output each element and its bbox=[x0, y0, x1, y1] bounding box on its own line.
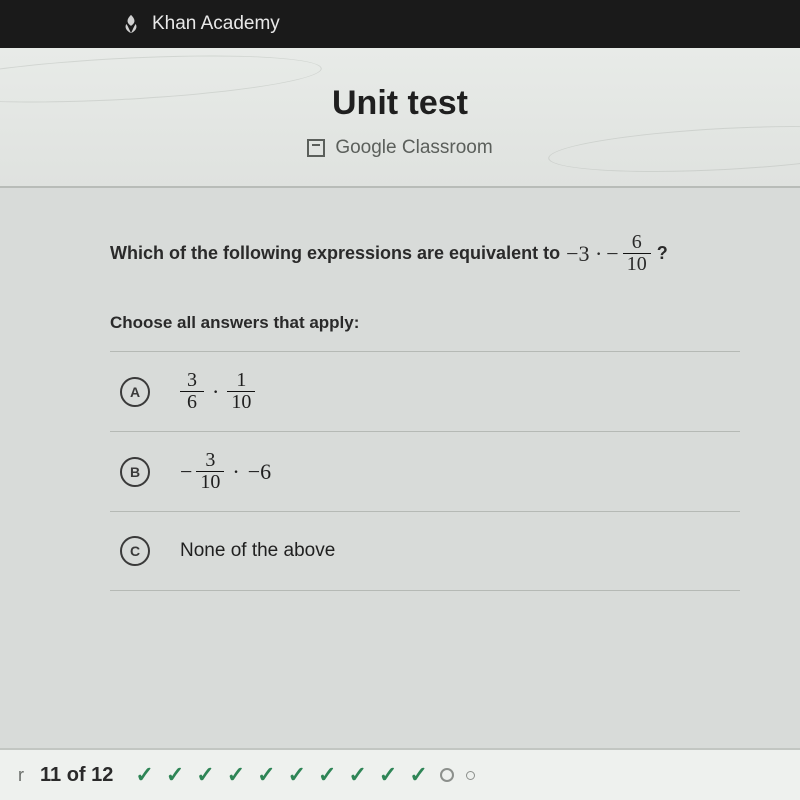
page-title: Unit test bbox=[0, 84, 800, 123]
page-header: Unit test Google Classroom bbox=[0, 48, 800, 188]
progress-check-icon: ✓ bbox=[196, 762, 214, 788]
answer-choice-a[interactable]: A 3 6 · 1 10 bbox=[110, 351, 740, 431]
progress-check-icon: ✓ bbox=[288, 762, 306, 788]
progress-check-icon: ✓ bbox=[166, 762, 184, 788]
choice-letter-badge: C bbox=[120, 536, 150, 566]
khan-leaf-icon bbox=[120, 13, 142, 35]
brand[interactable]: Khan Academy bbox=[120, 13, 280, 35]
progress-check-icon: ✓ bbox=[409, 762, 427, 788]
progress-count: 11 of 12 bbox=[40, 764, 113, 787]
instruction-text: Choose all answers that apply: bbox=[110, 313, 740, 333]
progress-check-icon: ✓ bbox=[379, 762, 397, 788]
answer-choice-c[interactable]: C None of the above bbox=[110, 511, 740, 591]
google-classroom-icon bbox=[307, 139, 325, 157]
brand-text: Khan Academy bbox=[152, 13, 280, 35]
progress-current-icon bbox=[440, 768, 454, 782]
answer-a-expression: 3 6 · 1 10 bbox=[180, 370, 255, 413]
question-expression: −3 · − 6 10 bbox=[566, 232, 651, 275]
footer-cutoff-text: r bbox=[18, 765, 24, 786]
question-prefix: Which of the following expressions are e… bbox=[110, 243, 560, 264]
question-suffix: ? bbox=[657, 243, 668, 264]
answer-c-text: None of the above bbox=[180, 540, 335, 562]
google-classroom-button[interactable]: Google Classroom bbox=[307, 137, 492, 159]
answer-choice-b[interactable]: B − 3 10 · −6 bbox=[110, 431, 740, 511]
answer-list: A 3 6 · 1 10 B − 3 bbox=[110, 351, 740, 591]
google-classroom-label: Google Classroom bbox=[335, 137, 492, 159]
progress-check-icon: ✓ bbox=[348, 762, 366, 788]
question-area: Which of the following expressions are e… bbox=[0, 188, 800, 591]
choice-letter-badge: A bbox=[120, 377, 150, 407]
top-navbar: Khan Academy bbox=[0, 0, 800, 48]
progress-pending-icon bbox=[466, 771, 475, 780]
progress-check-icon: ✓ bbox=[318, 762, 336, 788]
progress-indicators: ✓ ✓ ✓ ✓ ✓ ✓ ✓ ✓ ✓ ✓ bbox=[135, 762, 474, 788]
progress-check-icon: ✓ bbox=[227, 762, 245, 788]
choice-letter-badge: B bbox=[120, 457, 150, 487]
fraction: 6 10 bbox=[623, 232, 651, 275]
progress-check-icon: ✓ bbox=[257, 762, 275, 788]
answer-b-expression: − 3 10 · −6 bbox=[180, 450, 271, 493]
progress-footer: r 11 of 12 ✓ ✓ ✓ ✓ ✓ ✓ ✓ ✓ ✓ ✓ bbox=[0, 748, 800, 800]
progress-check-icon: ✓ bbox=[135, 762, 153, 788]
question-text: Which of the following expressions are e… bbox=[110, 232, 740, 275]
